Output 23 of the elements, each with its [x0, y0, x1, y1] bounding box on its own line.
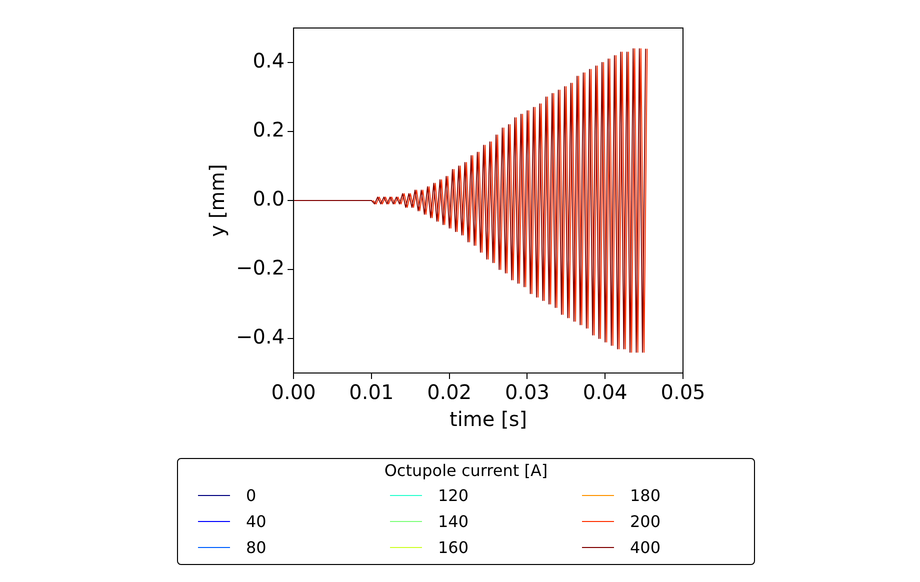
y-tick-label: 0.2	[252, 118, 285, 142]
legend-label: 40	[246, 512, 266, 530]
y-tick-label: −0.4	[236, 324, 285, 349]
legend-label: 80	[246, 538, 266, 556]
y-tick-label: 0.0	[252, 186, 285, 211]
x-tick-label: 0.00	[271, 380, 316, 404]
legend-label: 180	[630, 486, 661, 504]
x-tick-label: 0.04	[582, 380, 628, 404]
y-tick-label: −0.2	[236, 256, 285, 280]
x-axis-title: time [s]	[449, 407, 528, 432]
legend-title: Octupole current [A]	[383, 461, 549, 480]
y-tick-label: 0.4	[252, 48, 285, 73]
legend-label: 200	[630, 512, 661, 530]
x-tick-label: 0.03	[504, 380, 550, 404]
legend-label: 120	[438, 486, 469, 504]
y-axis-title: y [mm]	[205, 164, 230, 237]
x-tick-label: 0.05	[660, 380, 706, 404]
legend-label: 140	[438, 512, 469, 530]
legend-label: 0	[246, 486, 256, 504]
legend-label: 160	[438, 538, 469, 556]
x-tick-label: 0.02	[427, 380, 472, 404]
x-tick-label: 0.01	[349, 380, 394, 404]
legend-label: 400	[630, 538, 661, 556]
